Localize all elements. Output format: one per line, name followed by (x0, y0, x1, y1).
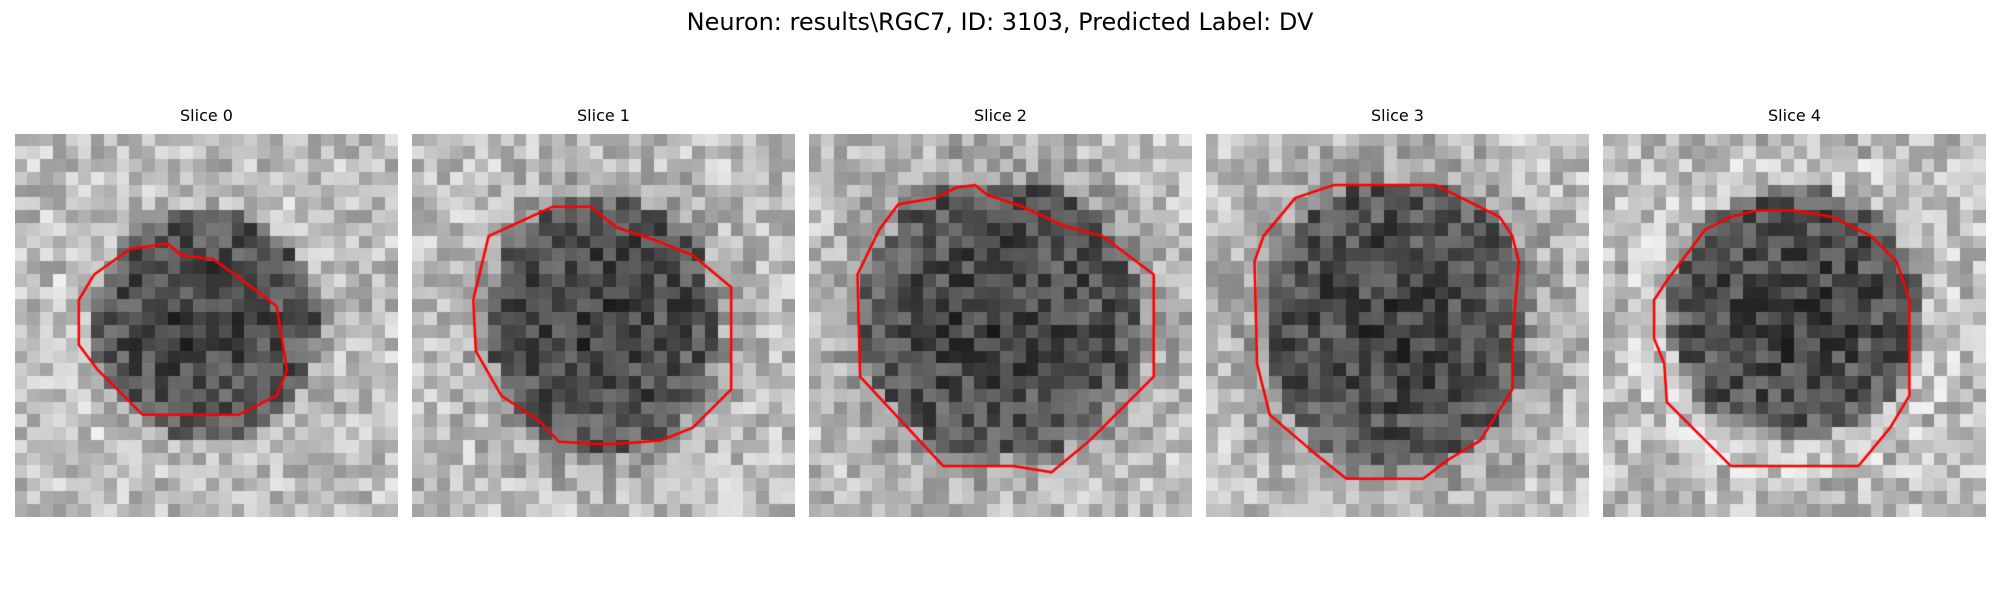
slice-panel-1: Slice 1 (412, 106, 795, 517)
slice-2-image (809, 134, 1192, 517)
slice-4-title: Slice 4 (1768, 106, 1821, 125)
slice-0-image (15, 134, 398, 517)
slice-panel-4: Slice 4 (1603, 106, 1986, 517)
slice-panel-0: Slice 0 (15, 106, 398, 517)
slice-1-image (412, 134, 795, 517)
slice-panel-3: Slice 3 (1206, 106, 1589, 517)
slice-3-title: Slice 3 (1371, 106, 1424, 125)
slice-0-title: Slice 0 (180, 106, 233, 125)
slice-panel-2: Slice 2 (809, 106, 1192, 517)
slice-3-image (1206, 134, 1589, 517)
slice-1-title: Slice 1 (577, 106, 630, 125)
slice-4-image (1603, 134, 1986, 517)
figure-title: Neuron: results\RGC7, ID: 3103, Predicte… (686, 8, 1314, 36)
slice-2-title: Slice 2 (974, 106, 1027, 125)
